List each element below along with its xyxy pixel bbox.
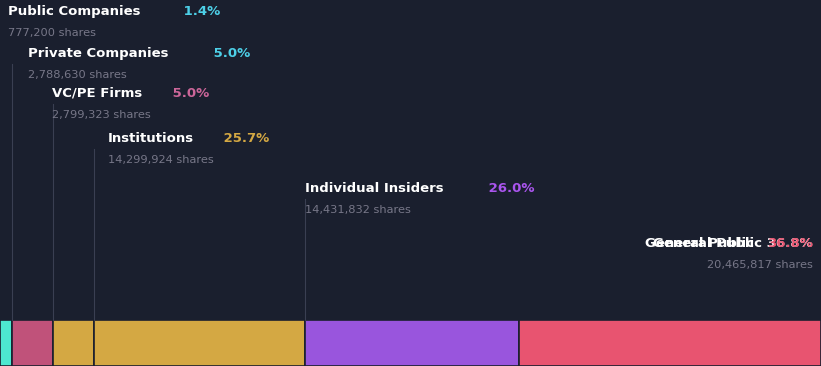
Text: 25.7%: 25.7% xyxy=(219,132,269,145)
Text: 1.4%: 1.4% xyxy=(179,5,220,18)
Text: General Public 36.8%: General Public 36.8% xyxy=(654,237,813,250)
Text: Public Companies: Public Companies xyxy=(8,5,140,18)
Text: Institutions: Institutions xyxy=(108,132,194,145)
Text: 2,799,323 shares: 2,799,323 shares xyxy=(52,110,151,120)
Text: 2,788,630 shares: 2,788,630 shares xyxy=(28,70,126,80)
Text: 14,431,832 shares: 14,431,832 shares xyxy=(305,205,410,215)
Bar xyxy=(53,320,94,366)
Text: 36.8%: 36.8% xyxy=(767,237,813,250)
Text: 5.0%: 5.0% xyxy=(168,87,209,100)
Bar xyxy=(519,320,821,366)
Text: General Public: General Public xyxy=(644,237,754,250)
Text: Individual Insiders: Individual Insiders xyxy=(305,182,443,195)
Bar xyxy=(11,320,53,366)
Text: 26.0%: 26.0% xyxy=(484,182,534,195)
Text: Private Companies: Private Companies xyxy=(28,47,168,60)
Text: 5.0%: 5.0% xyxy=(209,47,250,60)
Bar xyxy=(0,320,11,366)
Text: 777,200 shares: 777,200 shares xyxy=(8,28,96,38)
Text: 20,465,817 shares: 20,465,817 shares xyxy=(707,260,813,270)
Text: 14,299,924 shares: 14,299,924 shares xyxy=(108,155,213,165)
Text: VC/PE Firms: VC/PE Firms xyxy=(52,87,142,100)
Bar xyxy=(305,320,519,366)
Bar xyxy=(94,320,305,366)
